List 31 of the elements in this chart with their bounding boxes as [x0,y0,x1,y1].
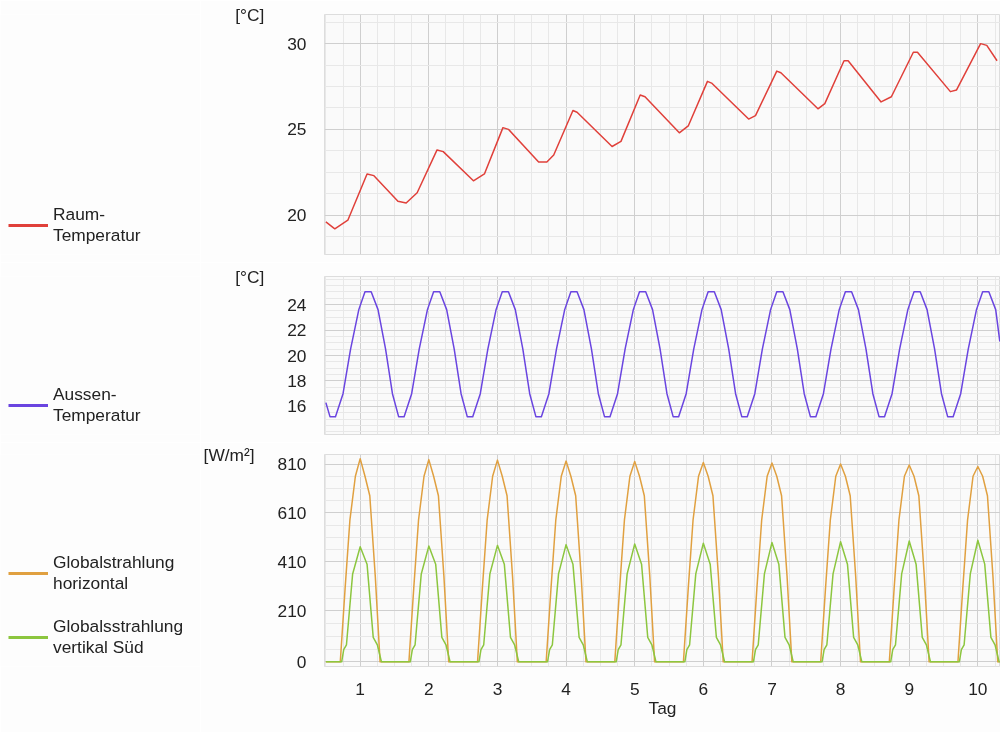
y-tick-label: 22 [287,320,307,341]
x-tick-label: 8 [835,678,846,699]
x-tick-label: 9 [904,678,915,699]
x-tick-label: 5 [629,678,640,699]
x-tick-label: 1 [355,678,366,699]
legend-label: Raum- Temperatur [53,204,141,246]
x-tick-label: 6 [698,678,709,699]
y-axis-title: [°C] [235,266,265,287]
x-tick-label: 3 [492,678,503,699]
y-tick-label: 30 [287,33,307,54]
x-tick-label: 7 [767,678,777,699]
y-tick-label: 16 [287,396,307,417]
x-tick-label: 2 [424,678,434,699]
x-axis-title: Tag [648,697,677,718]
y-tick-label: 20 [287,205,307,226]
y-tick-label: 18 [287,370,307,391]
y-tick-label: 610 [277,502,307,523]
y-tick-label: 410 [277,551,307,572]
legend-label: Aussen- Temperatur [53,384,141,426]
y-tick-label: 24 [287,294,307,315]
y-tick-label: 20 [287,345,307,366]
x-tick-label: 4 [561,678,572,699]
y-axis-title: [°C] [235,4,265,25]
legend-label: Globalstrahlung horizontal [53,552,175,594]
legend-label: Globalsstrahlung vertikal Süd [53,616,184,658]
y-tick-label: 25 [287,119,307,140]
y-tick-label: 210 [277,600,307,621]
y-tick-label: 810 [277,454,307,475]
y-tick-label: 0 [296,651,307,672]
y-axis-title: [W/m²] [203,444,255,465]
x-tick-label: 10 [968,678,988,699]
